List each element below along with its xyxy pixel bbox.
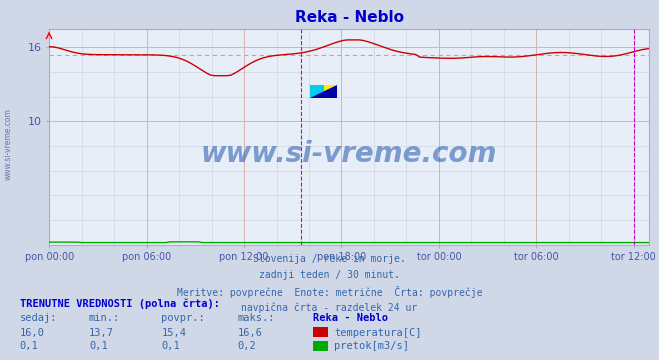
Title: Reka - Neblo: Reka - Neblo (295, 10, 404, 25)
Text: pretok[m3/s]: pretok[m3/s] (334, 341, 409, 351)
FancyBboxPatch shape (310, 85, 324, 98)
Text: Meritve: povprečne  Enote: metrične  Črta: povprečje: Meritve: povprečne Enote: metrične Črta:… (177, 286, 482, 298)
FancyBboxPatch shape (310, 85, 337, 98)
Text: 16,0: 16,0 (20, 328, 45, 338)
Polygon shape (310, 85, 337, 98)
Text: 0,1: 0,1 (89, 341, 107, 351)
Text: temperatura[C]: temperatura[C] (334, 328, 422, 338)
Text: 16,6: 16,6 (237, 328, 262, 338)
Text: 15,4: 15,4 (161, 328, 186, 338)
Text: 13,7: 13,7 (89, 328, 114, 338)
Text: 0,1: 0,1 (20, 341, 38, 351)
Text: TRENUTNE VREDNOSTI (polna črta):: TRENUTNE VREDNOSTI (polna črta): (20, 298, 219, 309)
Text: Slovenija / reke in morje.: Slovenija / reke in morje. (253, 254, 406, 264)
Text: Reka - Neblo: Reka - Neblo (313, 313, 388, 323)
Text: zadnji teden / 30 minut.: zadnji teden / 30 minut. (259, 270, 400, 280)
Text: navpična črta - razdelek 24 ur: navpična črta - razdelek 24 ur (241, 302, 418, 313)
Text: 0,1: 0,1 (161, 341, 180, 351)
Text: www.si-vreme.com: www.si-vreme.com (3, 108, 13, 180)
Text: min.:: min.: (89, 313, 120, 323)
Text: maks.:: maks.: (237, 313, 275, 323)
Text: povpr.:: povpr.: (161, 313, 205, 323)
Text: www.si-vreme.com: www.si-vreme.com (201, 140, 498, 168)
Text: 0,2: 0,2 (237, 341, 256, 351)
Text: sedaj:: sedaj: (20, 313, 57, 323)
